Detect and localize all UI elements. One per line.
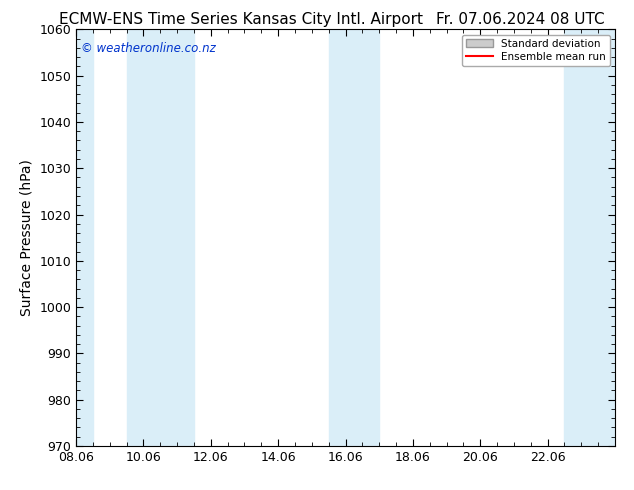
Bar — [328, 29, 379, 446]
Y-axis label: Surface Pressure (hPa): Surface Pressure (hPa) — [20, 159, 34, 316]
Bar — [564, 29, 632, 446]
Legend: Standard deviation, Ensemble mean run: Standard deviation, Ensemble mean run — [462, 35, 610, 66]
Text: ECMW-ENS Time Series Kansas City Intl. Airport: ECMW-ENS Time Series Kansas City Intl. A… — [59, 12, 423, 27]
Text: Fr. 07.06.2024 08 UTC: Fr. 07.06.2024 08 UTC — [436, 12, 604, 27]
Bar — [59, 29, 93, 446]
Text: © weatheronline.co.nz: © weatheronline.co.nz — [81, 42, 216, 55]
Bar — [127, 29, 194, 446]
